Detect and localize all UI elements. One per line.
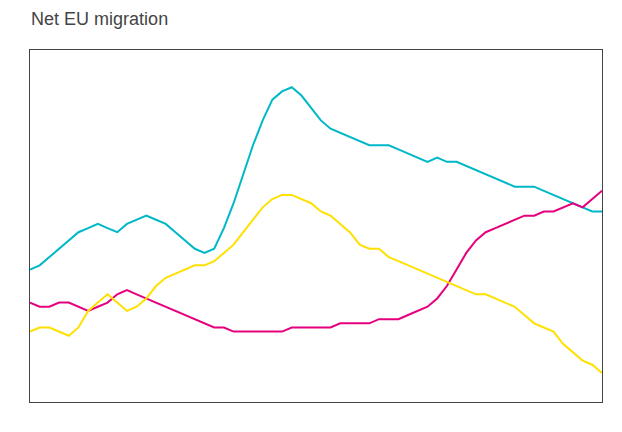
svg-text:Net EU migration: Net EU migration [31,9,168,29]
